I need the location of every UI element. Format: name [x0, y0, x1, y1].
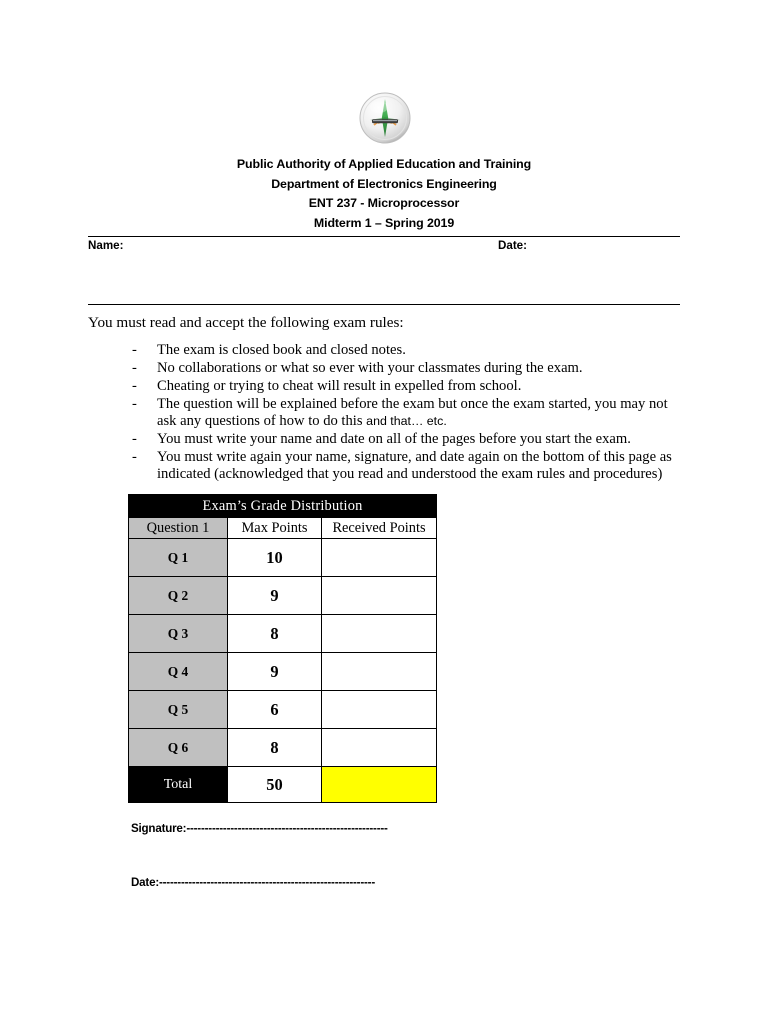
received-points-field[interactable] [320, 614, 438, 653]
column-header-question: Question 1 [128, 517, 228, 539]
header-line-department: Department of Electronics Engineering [271, 176, 497, 191]
rule-item: - The question will be explained before … [105, 396, 690, 431]
rule-text: No collaborations or what so ever with y… [157, 359, 583, 376]
rule-item: - You must write again your name, signat… [105, 449, 690, 484]
column-header-max-points: Max Points [227, 517, 322, 539]
max-points-value: 8 [227, 728, 322, 767]
institution-emblem-icon [359, 92, 411, 144]
rule-text: The exam is closed book and closed notes… [157, 342, 406, 358]
rule-item: - You must write your name and date on a… [105, 431, 690, 448]
header-line-course: ENT 237 - Microprocessor [308, 196, 460, 211]
table-row: Q 1 10 [128, 538, 438, 577]
signature-field[interactable]: Signature:------------------------------… [131, 822, 388, 835]
rule-dash: - [132, 359, 137, 376]
max-points-value: 8 [227, 614, 322, 653]
table-title: Exam’s Grade Distribution [127, 494, 438, 518]
received-points-field[interactable] [320, 690, 438, 729]
received-points-field[interactable] [320, 652, 438, 691]
rule-text: Cheating or trying to cheat will result … [157, 377, 522, 394]
rule-item: - No collaborations or what so ever with… [105, 360, 690, 377]
divider-bottom [88, 304, 680, 305]
total-label: Total [128, 766, 228, 803]
rule-text-tail: and that… etc. [366, 414, 447, 429]
question-label: Q 4 [128, 652, 228, 691]
max-points-value: 9 [227, 652, 322, 691]
table-row: Q 5 6 [128, 690, 438, 729]
received-points-field[interactable] [320, 728, 438, 767]
footer-date-field[interactable]: Date:-----------------------------------… [131, 876, 375, 889]
max-points-value: 10 [227, 538, 322, 577]
rule-text: You must write again your name, signatur… [157, 448, 672, 483]
question-label: Q 5 [128, 690, 228, 729]
question-label: Q 6 [128, 728, 228, 767]
date-label: Date: [498, 239, 527, 252]
total-received-points-field[interactable] [320, 766, 438, 803]
rule-dash: - [132, 431, 137, 448]
max-points-value: 9 [227, 576, 322, 615]
rule-text: The question will be explained before th… [157, 395, 668, 430]
table-title-row: Exam’s Grade Distribution [127, 494, 438, 518]
column-header-received-points: Received Points [320, 517, 438, 539]
question-label: Q 3 [128, 614, 228, 653]
rule-dash: - [132, 448, 137, 465]
received-points-field[interactable] [320, 576, 438, 615]
rule-dash: - [132, 377, 137, 394]
header-line-term: Midterm 1 – Spring 2019 [313, 215, 455, 230]
table-row: Q 3 8 [128, 614, 438, 653]
exam-rules-list: - The exam is closed book and closed not… [105, 342, 690, 484]
table-row: Q 2 9 [128, 576, 438, 615]
name-label: Name: [88, 239, 124, 252]
rule-dash: - [132, 342, 137, 358]
grade-distribution-table: Exam’s Grade Distribution Question 1 Max… [127, 494, 438, 803]
divider-top [88, 236, 680, 237]
table-total-row: Total 50 [128, 766, 438, 803]
rules-intro-text: You must read and accept the following e… [88, 314, 404, 331]
rule-item: - Cheating or trying to cheat will resul… [105, 378, 690, 395]
institution-logo [358, 90, 412, 146]
rule-item: - The exam is closed book and closed not… [105, 342, 690, 359]
table-row: Q 6 8 [128, 728, 438, 767]
rule-dash: - [132, 395, 137, 412]
rule-text: You must write your name and date on all… [157, 431, 631, 448]
identity-row: Name: Date: [88, 239, 680, 259]
table-row: Q 4 9 [128, 652, 438, 691]
question-label: Q 2 [128, 576, 228, 615]
header-line-institution: Public Authority of Applied Education an… [236, 157, 532, 171]
question-label: Q 1 [128, 538, 228, 577]
max-points-value: 6 [227, 690, 322, 729]
total-max-points: 50 [227, 766, 322, 803]
received-points-field[interactable] [320, 538, 438, 577]
document-header: Public Authority of Applied Education an… [88, 155, 680, 233]
table-header-row: Question 1 Max Points Received Points [128, 517, 438, 539]
